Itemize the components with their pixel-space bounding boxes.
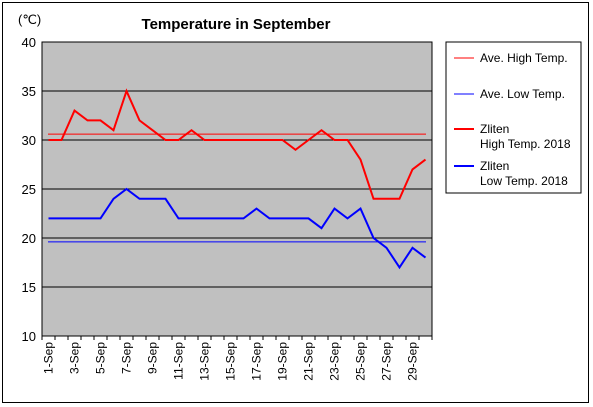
- series-layer: [48, 88, 427, 270]
- series-line-3: [48, 88, 427, 200]
- x-tick-label: 11-Sep: [172, 342, 186, 380]
- y-tick-label: 30: [22, 133, 36, 148]
- x-tick-label: 7-Sep: [120, 342, 134, 374]
- x-tick-label: 5-Sep: [94, 342, 108, 374]
- x-tick-label: 19-Sep: [276, 342, 290, 381]
- x-axis-ticks: 1-Sep 3-Sep 5-Sep 7-Sep 9-Sep 11-Sep 13-Sep 15-…: [41, 336, 433, 381]
- x-tick-label: 21-Sep: [302, 342, 316, 381]
- legend-label: Zliten: [480, 122, 509, 136]
- legend-box: [445, 41, 582, 194]
- x-tick-label: 27-Sep: [380, 342, 394, 381]
- x-tick-label: 1-Sep: [42, 342, 56, 374]
- x-tick-label: 17-Sep: [250, 342, 264, 381]
- chart-title: Temperature in September: [142, 16, 331, 33]
- legend: Ave. High Temp.Ave. Low Temp.ZlitenHigh …: [445, 41, 582, 194]
- x-tick-label: 29-Sep: [406, 342, 420, 381]
- x-tick-label: 15-Sep: [224, 342, 238, 381]
- y-axis-unit: (℃): [18, 12, 41, 27]
- y-tick-label: 25: [22, 182, 36, 197]
- x-tick-label: 3-Sep: [68, 342, 82, 374]
- x-tick-label: 9-Sep: [146, 342, 160, 374]
- legend-label: Low Temp. 2018: [480, 174, 568, 188]
- legend-label: Ave. High Temp.: [480, 51, 568, 65]
- plot-area: [41, 41, 433, 337]
- y-tick-label: 10: [22, 329, 36, 344]
- x-tick-label: 13-Sep: [198, 342, 212, 381]
- legend-label: Zliten: [480, 159, 509, 173]
- x-tick-label: 23-Sep: [328, 342, 342, 381]
- y-tick-label: 35: [22, 84, 36, 99]
- y-axis-ticks: 10 15 20 25 30 35 40: [22, 35, 36, 344]
- series-line-4: [48, 187, 427, 270]
- legend-label: High Temp. 2018: [480, 137, 571, 151]
- x-tick-label: 25-Sep: [354, 342, 368, 381]
- y-tick-label: 15: [22, 280, 36, 295]
- y-tick-label: 20: [22, 231, 36, 246]
- legend-label: Ave. Low Temp.: [480, 87, 565, 101]
- y-tick-label: 40: [22, 35, 36, 50]
